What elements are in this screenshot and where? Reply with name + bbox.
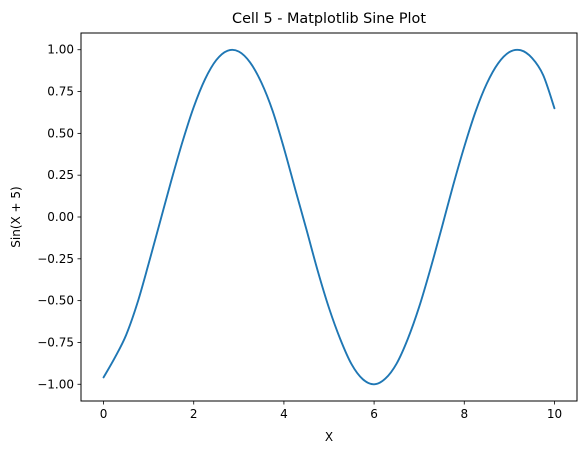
chart-title: Cell 5 - Matplotlib Sine Plot	[232, 11, 426, 27]
x-tick-label: 0	[100, 407, 108, 421]
y-tick-label: 0.00	[47, 210, 74, 224]
x-tick-label: 6	[370, 407, 378, 421]
y-tick-label: 0.25	[47, 168, 74, 182]
plot-area-frame	[80, 32, 578, 402]
x-axis-label: X	[325, 430, 333, 444]
y-tick-label: 0.50	[47, 126, 74, 140]
y-axis-label: Sin(X + 5)	[9, 186, 23, 247]
y-axis: −1.00 −0.75 −0.50 −0.25 0.00 0.25 0.50 0.75 1.00	[37, 43, 81, 391]
sine-series-line	[102, 48, 556, 386]
x-tick-label: 2	[190, 407, 198, 421]
y-tick-label: −0.75	[37, 335, 74, 349]
y-tick-label: −0.25	[37, 252, 74, 266]
series-layer	[102, 48, 556, 386]
y-tick-label: 1.00	[47, 43, 74, 57]
x-axis: 0 2 4 6 8 10	[100, 401, 562, 421]
x-tick-label: 10	[547, 407, 562, 421]
y-tick-label: 0.75	[47, 85, 74, 99]
x-tick-label: 8	[460, 407, 468, 421]
y-tick-label: −0.50	[37, 294, 74, 308]
x-tick-label: 4	[280, 407, 288, 421]
y-tick-label: −1.00	[37, 377, 74, 391]
